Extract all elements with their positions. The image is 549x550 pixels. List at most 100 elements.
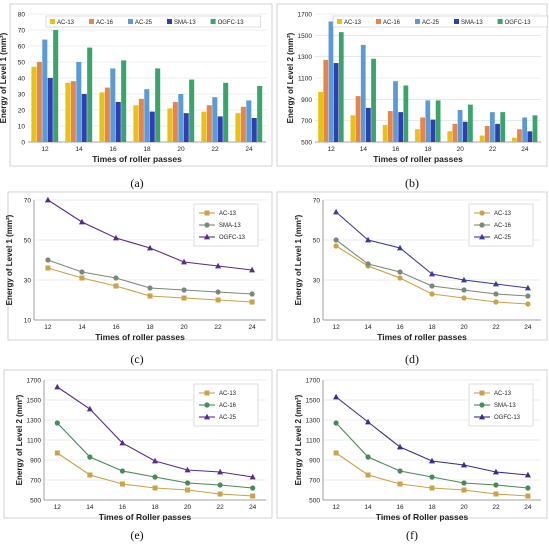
y-tick-label: 1100 (27, 438, 41, 445)
point-sma-13 (79, 269, 85, 275)
y-tick-label: 1100 (306, 438, 320, 445)
x-tick-label: 12 (332, 504, 340, 511)
point-ogfc-13 (460, 461, 467, 468)
y-tick-label: 700 (309, 478, 320, 485)
y-tick-label: 50 (313, 238, 321, 245)
point-sma-13 (333, 420, 339, 426)
point-sma-13 (181, 287, 187, 293)
point-sma-13 (397, 468, 403, 474)
chart-f: 500 700 900 1100 1300 1500 1700 12 14 16 18 20 22 24 T… (276, 369, 548, 522)
legend-marker (204, 413, 210, 420)
y-tick-label: 1100 (298, 76, 312, 83)
point-ac-13 (333, 450, 339, 456)
bar-ac-16 (420, 117, 426, 142)
legend: AC-13 AC-16 AC-25 SMA-13 OGFC-13 (45, 15, 262, 28)
x-axis-title: Times of Roller passes (376, 512, 469, 522)
x-axis-title: Times of Roller passes (99, 512, 192, 522)
y-tick-label: 500 (309, 498, 320, 505)
legend-marker (204, 233, 210, 240)
x-tick-label: 14 (360, 146, 368, 153)
point-ac-25 (152, 457, 158, 464)
legend-swatch (415, 19, 420, 24)
point-ac-13 (397, 275, 403, 281)
point-ac-16 (461, 287, 467, 293)
point-ogfc-13 (147, 244, 153, 251)
chart-a-panel: 0 10 20 30 40 50 60 70 80 12 14 16 18 20 22 24 Times of … (0, 0, 274, 170)
legend-entry: AC-13 (344, 20, 362, 26)
bar-ac-13 (447, 131, 453, 142)
legend-marker (479, 222, 485, 228)
x-axis-title: Times of roller passes (95, 332, 185, 342)
bar-ogfc-13 (532, 115, 538, 142)
chart-b: 500 700 900 1100 1300 1500 1700 12 14 16 18 20 22 24 T… (276, 3, 549, 167)
point-ogfc-13 (181, 258, 188, 265)
legend-swatch (128, 19, 133, 24)
legend-entry: SMA-13 (494, 403, 516, 409)
bar-ogfc-13 (257, 86, 263, 142)
x-tick-label: 14 (364, 324, 372, 331)
point-ac-25 (460, 276, 467, 283)
legend-entry: AC-25 (135, 20, 153, 26)
point-ogfc-13 (112, 234, 119, 241)
point-ac-13 (461, 487, 467, 493)
bar-ac-25 (246, 100, 252, 142)
point-ogfc-13 (215, 262, 222, 269)
point-sma-13 (525, 485, 531, 491)
y-tick-label: 70 (313, 198, 321, 205)
bar-ogfc-13 (87, 47, 93, 142)
bar-sma-13 (398, 112, 404, 142)
bar-ogfc-13 (435, 100, 441, 142)
x-tick-label: 16 (119, 504, 127, 511)
y-tick-label: 1300 (298, 54, 313, 61)
bar-ac-13 (350, 115, 356, 142)
chart-b-panel: 500 700 900 1100 1300 1500 1700 12 14 16 18 20 22 24 T… (275, 0, 549, 170)
point-ac-13 (365, 472, 371, 478)
bar-ac-25 (425, 100, 431, 142)
y-tick-label: 70 (24, 198, 32, 205)
point-sma-13 (429, 474, 435, 480)
chart-e-caption: (e) (130, 528, 144, 542)
chart-e-panel: 500 700 900 1100 1300 1500 1700 12 14 16 18 20 22 24 T… (0, 368, 274, 522)
point-ac-13 (249, 299, 255, 305)
legend-marker (479, 233, 485, 240)
y-axis-title: Energy of Level 1 (mm²) (294, 214, 303, 305)
point-ac-25 (217, 468, 224, 475)
chart-a-caption: (a) (130, 176, 144, 190)
bar-sma-13 (81, 94, 87, 142)
legend-marker (479, 390, 485, 396)
x-tick-label: 22 (492, 324, 500, 331)
bar-ac-25 (212, 97, 218, 142)
x-axis-title: Times of roller passes (373, 154, 463, 164)
y-tick-label: 10 (18, 124, 26, 131)
x-tick-label: 16 (109, 146, 117, 153)
point-ac-16 (493, 291, 499, 297)
x-tick-label: 16 (392, 146, 400, 153)
y-axis-title: Energy of Level 2 (mm²) (294, 394, 303, 485)
legend: AC-13 SMA-13 OGFC-13 (193, 203, 259, 247)
y-tick-label: 1300 (306, 418, 321, 425)
bar-ac-25 (328, 21, 334, 142)
legend-entry: OGFC-13 (505, 20, 532, 26)
point-ac-13 (54, 450, 60, 456)
bar-ac-16 (387, 111, 393, 142)
y-tick-label: 40 (18, 76, 26, 83)
x-tick-label: 24 (521, 146, 529, 153)
y-axis-title: Energy of Level 2 (mm²) (15, 394, 24, 485)
y-axis-title: Energy of Level 1 (mm²) (0, 32, 8, 123)
x-tick-label: 18 (428, 504, 436, 511)
point-ac-25 (397, 244, 404, 251)
point-sma-13 (215, 289, 221, 295)
bar-ogfc-13 (371, 58, 376, 142)
legend-box (45, 15, 262, 28)
x-tick-label: 16 (112, 324, 120, 331)
legend-entry: AC-13 (494, 391, 512, 397)
bar-sma-13 (183, 113, 189, 142)
x-tick-label: 22 (492, 504, 500, 511)
bar-sma-13 (430, 119, 436, 142)
point-ac-13 (147, 293, 153, 299)
bar-ogfc-13 (500, 112, 506, 142)
bar-ogfc-13 (121, 60, 127, 142)
x-tick-label: 14 (86, 504, 94, 511)
chart-d: 10 30 50 70 12 14 16 18 20 22 24 Times of roller pa… (276, 191, 548, 342)
point-sma-13 (147, 285, 153, 291)
